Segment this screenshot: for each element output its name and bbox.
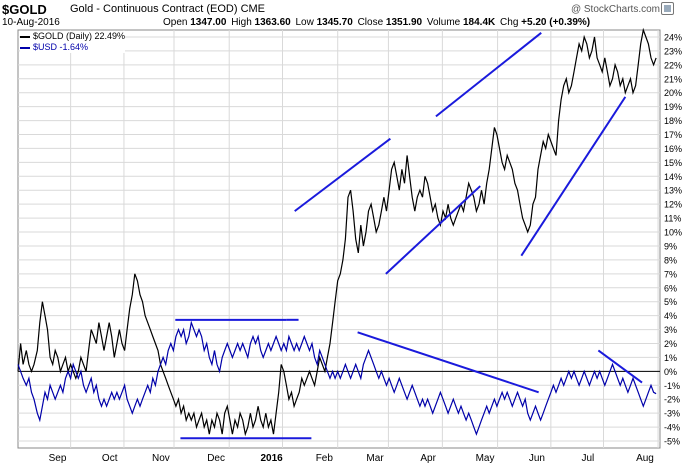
open-label: Open [163, 17, 188, 28]
symbol-description: Gold - Continuous Contract (EOD) CME [70, 3, 266, 15]
x-tick-label: Jul [582, 453, 595, 464]
y-tick-label: -2% [664, 395, 680, 405]
y-tick-label: 18% [664, 116, 682, 126]
y-tick-label: 15% [664, 158, 682, 168]
low-label: Low [295, 17, 314, 28]
volume-value: 184.4K [463, 17, 496, 28]
x-tick-label: Apr [420, 453, 436, 464]
trendline [435, 32, 542, 118]
x-tick-label: 2016 [261, 453, 284, 464]
y-tick-label: -5% [664, 437, 680, 447]
y-tick-label: -4% [664, 423, 680, 433]
y-tick-label: -3% [664, 409, 680, 419]
trendline [385, 185, 481, 275]
legend-swatch-gold [20, 35, 30, 38]
chart-legend: $GOLD (Daily) 22.49% $USD -1.64% [20, 31, 126, 53]
y-tick-label: 7% [664, 269, 677, 279]
x-tick-label: Aug [636, 453, 654, 464]
high-label: High [231, 17, 252, 28]
y-tick-label: -1% [664, 381, 680, 391]
x-tick-label: Mar [366, 453, 384, 464]
y-tick-label: 22% [664, 60, 682, 70]
trendline [357, 331, 539, 394]
series-line-gold [17, 27, 657, 437]
y-tick-label: 3% [664, 325, 677, 335]
trendline [597, 349, 643, 384]
y-tick-label: 0% [664, 367, 677, 377]
chg-label: Chg [500, 17, 519, 28]
legend-label-usd: $USD -1.64% [33, 42, 89, 52]
y-tick-label: 12% [664, 200, 682, 210]
volume-label: Volume [426, 17, 461, 28]
symbol-title: $GOLD [2, 2, 47, 17]
x-tick-label: Sep [49, 453, 67, 464]
y-tick-label: 10% [664, 228, 682, 238]
series-line-usd [17, 320, 657, 436]
trendline [520, 96, 627, 257]
legend-label-gold: $GOLD (Daily) 22.49% [33, 31, 126, 41]
y-tick-label: 24% [664, 32, 682, 42]
y-tick-label: 23% [664, 46, 682, 56]
y-tick-label: 1% [664, 353, 677, 363]
y-tick-label: 2% [664, 339, 677, 349]
x-tick-label: Jun [529, 453, 545, 464]
quote-line: Open 1347.00 High 1363.60 Low 1345.70 Cl… [163, 17, 592, 28]
y-tick-label: 20% [664, 88, 682, 98]
trendline [294, 137, 391, 212]
x-tick-label: Feb [316, 453, 334, 464]
y-tick-label: 19% [664, 102, 682, 112]
close-value: 1351.90 [385, 17, 423, 28]
open-value: 1347.00 [190, 17, 227, 28]
y-tick-label: 21% [664, 74, 682, 84]
legend-swatch-usd [20, 46, 30, 49]
y-tick-label: 17% [664, 130, 682, 140]
legend-item-usd: $USD -1.64% [20, 42, 125, 53]
chg-value: +5.20 (+0.39%) [521, 17, 591, 28]
y-tick-label: 16% [664, 144, 682, 154]
y-tick-label: 14% [664, 172, 682, 182]
x-tick-label: Oct [102, 453, 118, 464]
y-tick-label: 8% [664, 255, 677, 265]
low-value: 1345.70 [316, 17, 353, 28]
watermark: @ StockCharts.com [570, 4, 660, 15]
x-tick-label: May [476, 453, 495, 464]
y-tick-label: 13% [664, 186, 682, 196]
plot-frame [17, 29, 661, 449]
square-icon[interactable] [661, 2, 674, 15]
x-tick-label: Dec [207, 453, 225, 464]
y-tick-label: 4% [664, 311, 677, 321]
high-value: 1363.60 [254, 17, 291, 28]
y-tick-label: 9% [664, 241, 677, 251]
quote-date: 10-Aug-2016 [2, 17, 60, 28]
close-label: Close [357, 17, 384, 28]
y-tick-label: 5% [664, 297, 677, 307]
chart-header: $GOLD Gold - Continuous Contract (EOD) C… [0, 0, 700, 30]
x-tick-label: Nov [152, 453, 170, 464]
y-tick-label: 6% [664, 283, 677, 293]
legend-item-gold: $GOLD (Daily) 22.49% [20, 31, 125, 42]
y-tick-label: 11% [664, 214, 681, 224]
